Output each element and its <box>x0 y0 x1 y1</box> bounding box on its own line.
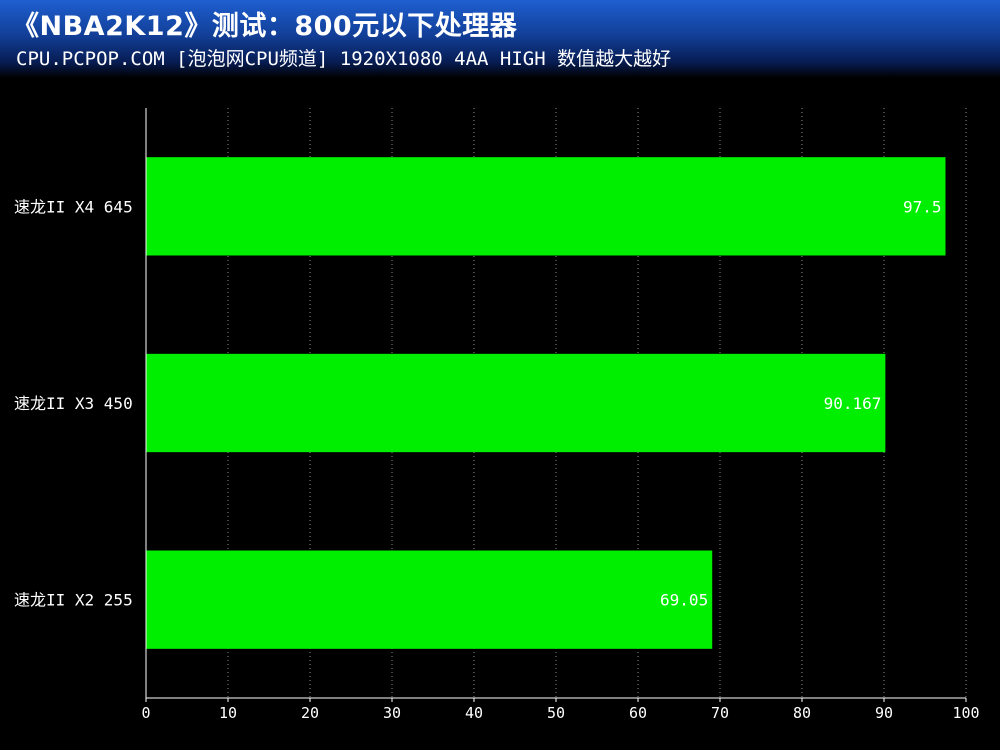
x-tick-label: 70 <box>711 704 729 722</box>
axes <box>145 108 967 702</box>
x-tick-label: 40 <box>465 704 483 722</box>
x-tick-label: 100 <box>952 704 979 722</box>
x-tick-label: 20 <box>301 704 319 722</box>
category-label: 速龙II X4 645 <box>14 197 133 216</box>
value-label: 69.05 <box>660 591 708 610</box>
value-label: 97.5 <box>903 197 942 216</box>
bar <box>146 353 886 453</box>
category-label: 速龙II X3 450 <box>14 394 133 413</box>
bars <box>146 157 946 649</box>
x-tick-label: 50 <box>547 704 565 722</box>
chart-subtitle: CPU.PCPOP.COM [泡泡网CPU频道] 1920X1080 4AA H… <box>16 48 672 70</box>
bar <box>146 550 713 649</box>
x-tick-label: 30 <box>383 704 401 722</box>
x-tick-label: 90 <box>875 704 893 722</box>
x-tick-label: 60 <box>629 704 647 722</box>
bar <box>146 157 946 256</box>
x-tick-label: 10 <box>219 704 237 722</box>
value-label: 90.167 <box>824 394 882 413</box>
chart-title: 《NBA2K12》测试：800元以下处理器 <box>12 11 518 42</box>
labels: 速龙II X4 645 97.5 速龙II X3 450 90.167 速龙II X2 … <box>14 197 980 722</box>
x-tick-label: 80 <box>793 704 811 722</box>
x-tick-label: 0 <box>141 704 150 722</box>
category-label: 速龙II X2 255 <box>14 591 133 610</box>
chart-header: 《NBA2K12》测试：800元以下处理器 CPU.PCPOP.COM [泡泡网… <box>0 0 1000 78</box>
